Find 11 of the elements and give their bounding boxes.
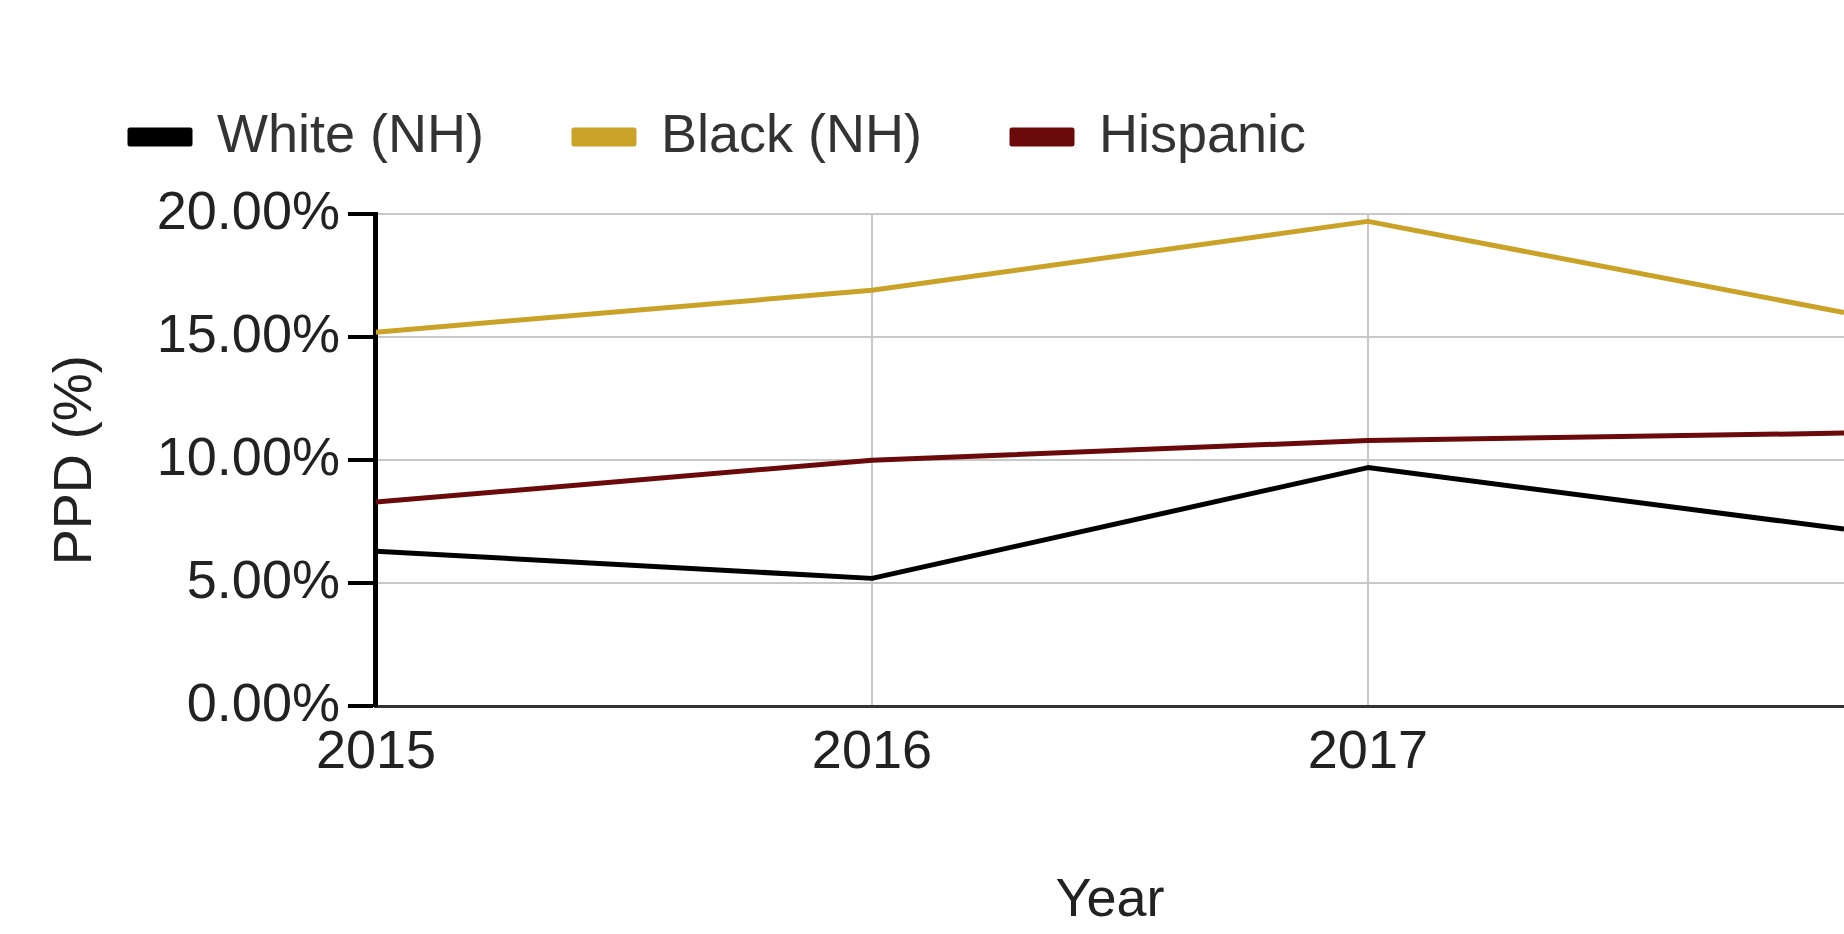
y-tick-label: 20.00% <box>156 179 340 240</box>
x-tick-label: 2016 <box>811 718 932 779</box>
legend-label: Black (NH) <box>660 102 923 163</box>
y-tick-label: 10.00% <box>156 426 340 487</box>
y-tick-label: 5.00% <box>186 549 340 610</box>
y-axis-title: PPD (%) <box>42 355 103 566</box>
legend-label: Hispanic <box>1099 102 1307 163</box>
x-axis-title: Year <box>1055 867 1165 928</box>
x-tick-label: 2017 <box>1307 718 1428 779</box>
y-tick-label: 15.00% <box>156 302 340 363</box>
legend-label: White (NH) <box>217 102 484 163</box>
